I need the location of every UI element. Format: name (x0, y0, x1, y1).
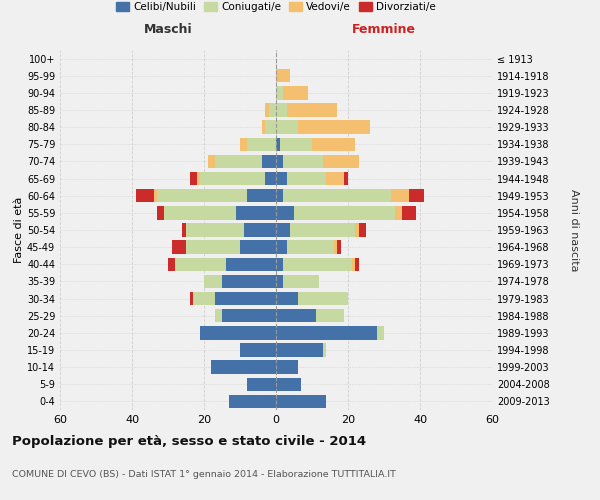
Bar (240, 138, 247, 151)
Legend: Celibi/Nubili, Coniugati/e, Vedovi/e, Divorziati/e: Celibi/Nubili, Coniugati/e, Vedovi/e, Di… (112, 0, 440, 16)
Bar (276, 172, 287, 186)
Bar (298, 292, 348, 306)
Bar (240, 240, 276, 254)
Bar (276, 292, 298, 306)
Bar (391, 189, 409, 202)
Bar (276, 258, 283, 271)
Bar (215, 154, 262, 168)
Bar (323, 344, 326, 356)
Bar (323, 154, 359, 168)
Bar (236, 206, 276, 220)
Bar (280, 138, 312, 151)
Bar (190, 292, 193, 306)
Bar (186, 240, 240, 254)
Bar (276, 69, 290, 82)
Bar (247, 189, 276, 202)
Bar (316, 309, 344, 322)
Bar (265, 172, 276, 186)
Text: Maschi: Maschi (143, 24, 193, 36)
Bar (204, 274, 222, 288)
Y-axis label: Fasce di età: Fasce di età (14, 197, 24, 263)
Bar (298, 120, 370, 134)
Bar (262, 154, 276, 168)
Y-axis label: Anni di nascita: Anni di nascita (569, 188, 579, 271)
Bar (222, 274, 276, 288)
Bar (312, 138, 355, 151)
Bar (326, 172, 344, 186)
Bar (265, 120, 276, 134)
Bar (157, 206, 164, 220)
Bar (164, 206, 236, 220)
Bar (334, 240, 337, 254)
Bar (197, 172, 200, 186)
Bar (283, 154, 323, 168)
Bar (262, 120, 265, 134)
Bar (276, 274, 283, 288)
Bar (215, 309, 222, 322)
Bar (276, 189, 283, 202)
Bar (215, 292, 276, 306)
Bar (402, 206, 416, 220)
Text: COMUNE DI CEVO (BS) - Dati ISTAT 1° gennaio 2014 - Elaborazione TUTTITALIA.IT: COMUNE DI CEVO (BS) - Dati ISTAT 1° genn… (12, 470, 396, 479)
Bar (276, 360, 298, 374)
Bar (154, 189, 157, 202)
Bar (265, 104, 269, 117)
Bar (229, 394, 276, 408)
Bar (276, 309, 316, 322)
Bar (157, 189, 247, 202)
Bar (276, 104, 287, 117)
Bar (276, 378, 301, 391)
Bar (395, 206, 402, 220)
Bar (276, 326, 377, 340)
Bar (294, 206, 395, 220)
Bar (276, 344, 323, 356)
Bar (344, 172, 348, 186)
Bar (182, 224, 186, 236)
Bar (355, 224, 359, 236)
Bar (247, 138, 276, 151)
Bar (276, 138, 280, 151)
Bar (287, 172, 326, 186)
Bar (208, 154, 215, 168)
Bar (200, 172, 265, 186)
Bar (409, 189, 424, 202)
Bar (283, 258, 352, 271)
Bar (359, 224, 366, 236)
Bar (222, 309, 276, 322)
Bar (355, 258, 359, 271)
Bar (276, 206, 294, 220)
Bar (276, 154, 283, 168)
Bar (276, 394, 326, 408)
Bar (175, 258, 226, 271)
Bar (276, 240, 287, 254)
Bar (283, 274, 319, 288)
Bar (269, 104, 276, 117)
Bar (377, 326, 384, 340)
Bar (352, 258, 355, 271)
Bar (136, 189, 154, 202)
Bar (287, 240, 334, 254)
Text: Femmine: Femmine (352, 24, 416, 36)
Bar (276, 224, 290, 236)
Bar (290, 224, 355, 236)
Bar (172, 240, 186, 254)
Bar (276, 86, 283, 100)
Bar (283, 189, 391, 202)
Bar (276, 120, 298, 134)
Bar (193, 292, 215, 306)
Bar (247, 378, 276, 391)
Bar (287, 104, 337, 117)
Bar (240, 344, 276, 356)
Bar (186, 224, 244, 236)
Bar (190, 172, 197, 186)
Bar (244, 224, 276, 236)
Bar (200, 326, 276, 340)
Bar (226, 258, 276, 271)
Text: Popolazione per età, sesso e stato civile - 2014: Popolazione per età, sesso e stato civil… (12, 435, 366, 448)
Bar (168, 258, 175, 271)
Bar (337, 240, 341, 254)
Bar (211, 360, 276, 374)
Bar (283, 86, 308, 100)
